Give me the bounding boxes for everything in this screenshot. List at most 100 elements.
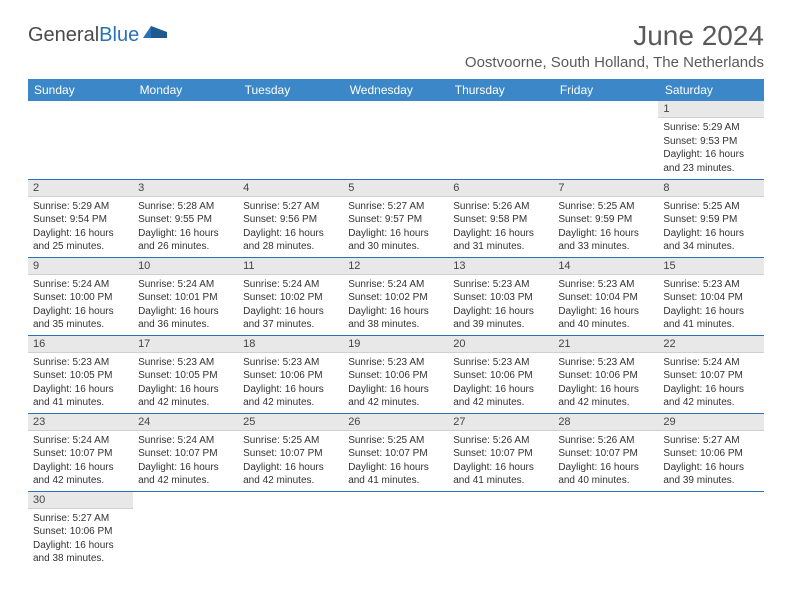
daylight-text-2: and 30 minutes.: [348, 240, 443, 254]
day-details: Sunrise: 5:23 AMSunset: 10:04 PMDaylight…: [658, 275, 763, 335]
daylight-text: Daylight: 16 hours: [33, 539, 128, 553]
daylight-text: Daylight: 16 hours: [663, 383, 758, 397]
daylight-text-2: and 41 minutes.: [33, 396, 128, 410]
sunrise-text: Sunrise: 5:27 AM: [33, 512, 128, 526]
calendar-cell: 14Sunrise: 5:23 AMSunset: 10:04 PMDaylig…: [553, 257, 658, 335]
daylight-text: Daylight: 16 hours: [558, 227, 653, 241]
sunset-text: Sunset: 10:05 PM: [33, 369, 128, 383]
day-details: Sunrise: 5:26 AMSunset: 10:07 PMDaylight…: [448, 431, 553, 491]
daylight-text-2: and 40 minutes.: [558, 474, 653, 488]
daylight-text: Daylight: 16 hours: [33, 227, 128, 241]
day-number: 14: [553, 258, 658, 275]
calendar-cell: 22Sunrise: 5:24 AMSunset: 10:07 PMDaylig…: [658, 335, 763, 413]
sunrise-text: Sunrise: 5:26 AM: [558, 434, 653, 448]
daylight-text-2: and 36 minutes.: [138, 318, 233, 332]
sunrise-text: Sunrise: 5:25 AM: [348, 434, 443, 448]
sunrise-text: Sunrise: 5:25 AM: [243, 434, 338, 448]
calendar-cell: 4Sunrise: 5:27 AMSunset: 9:56 PMDaylight…: [238, 179, 343, 257]
calendar-cell: 13Sunrise: 5:23 AMSunset: 10:03 PMDaylig…: [448, 257, 553, 335]
weekday-header: Monday: [133, 79, 238, 101]
sunrise-text: Sunrise: 5:26 AM: [453, 434, 548, 448]
daylight-text-2: and 41 minutes.: [348, 474, 443, 488]
calendar-cell: 23Sunrise: 5:24 AMSunset: 10:07 PMDaylig…: [28, 413, 133, 491]
weekday-header: Sunday: [28, 79, 133, 101]
daylight-text: Daylight: 16 hours: [243, 305, 338, 319]
sunset-text: Sunset: 9:58 PM: [453, 213, 548, 227]
sunrise-text: Sunrise: 5:23 AM: [663, 278, 758, 292]
daylight-text: Daylight: 16 hours: [348, 461, 443, 475]
weekday-header: Friday: [553, 79, 658, 101]
sunrise-text: Sunrise: 5:23 AM: [558, 278, 653, 292]
day-number: 29: [658, 414, 763, 431]
day-details: Sunrise: 5:25 AMSunset: 9:59 PMDaylight:…: [658, 197, 763, 257]
day-number: 22: [658, 336, 763, 353]
daylight-text-2: and 35 minutes.: [33, 318, 128, 332]
calendar-cell: 27Sunrise: 5:26 AMSunset: 10:07 PMDaylig…: [448, 413, 553, 491]
day-details: Sunrise: 5:25 AMSunset: 9:59 PMDaylight:…: [553, 197, 658, 257]
daylight-text: Daylight: 16 hours: [138, 305, 233, 319]
sunrise-text: Sunrise: 5:24 AM: [348, 278, 443, 292]
calendar-cell: [133, 101, 238, 179]
calendar-cell: 29Sunrise: 5:27 AMSunset: 10:06 PMDaylig…: [658, 413, 763, 491]
calendar-table: Sunday Monday Tuesday Wednesday Thursday…: [28, 79, 764, 569]
daylight-text: Daylight: 16 hours: [33, 383, 128, 397]
daylight-text-2: and 42 minutes.: [243, 474, 338, 488]
daylight-text: Daylight: 16 hours: [243, 383, 338, 397]
calendar-week-row: 9Sunrise: 5:24 AMSunset: 10:00 PMDayligh…: [28, 257, 764, 335]
calendar-week-row: 16Sunrise: 5:23 AMSunset: 10:05 PMDaylig…: [28, 335, 764, 413]
sunset-text: Sunset: 9:53 PM: [663, 135, 758, 149]
calendar-cell: 11Sunrise: 5:24 AMSunset: 10:02 PMDaylig…: [238, 257, 343, 335]
day-number: 24: [133, 414, 238, 431]
sunrise-text: Sunrise: 5:23 AM: [348, 356, 443, 370]
month-title: June 2024: [465, 20, 764, 52]
calendar-cell: [343, 491, 448, 569]
sunset-text: Sunset: 10:07 PM: [558, 447, 653, 461]
sunset-text: Sunset: 10:02 PM: [348, 291, 443, 305]
sunset-text: Sunset: 10:04 PM: [663, 291, 758, 305]
logo-text-general: General: [28, 24, 99, 47]
logo-text-blue: Blue: [99, 24, 139, 47]
sunrise-text: Sunrise: 5:26 AM: [453, 200, 548, 214]
calendar-cell: 28Sunrise: 5:26 AMSunset: 10:07 PMDaylig…: [553, 413, 658, 491]
sunrise-text: Sunrise: 5:25 AM: [663, 200, 758, 214]
sunrise-text: Sunrise: 5:27 AM: [243, 200, 338, 214]
sunrise-text: Sunrise: 5:23 AM: [453, 278, 548, 292]
day-details: Sunrise: 5:24 AMSunset: 10:07 PMDaylight…: [28, 431, 133, 491]
calendar-cell: 21Sunrise: 5:23 AMSunset: 10:06 PMDaylig…: [553, 335, 658, 413]
sunset-text: Sunset: 10:00 PM: [33, 291, 128, 305]
day-number: 9: [28, 258, 133, 275]
daylight-text: Daylight: 16 hours: [348, 383, 443, 397]
sunrise-text: Sunrise: 5:23 AM: [558, 356, 653, 370]
day-number: 28: [553, 414, 658, 431]
day-details: Sunrise: 5:23 AMSunset: 10:06 PMDaylight…: [553, 353, 658, 413]
weekday-header: Wednesday: [343, 79, 448, 101]
sunset-text: Sunset: 9:59 PM: [558, 213, 653, 227]
sunrise-text: Sunrise: 5:24 AM: [33, 278, 128, 292]
calendar-cell: [343, 101, 448, 179]
daylight-text-2: and 42 minutes.: [33, 474, 128, 488]
calendar-cell: 12Sunrise: 5:24 AMSunset: 10:02 PMDaylig…: [343, 257, 448, 335]
day-details: Sunrise: 5:23 AMSunset: 10:06 PMDaylight…: [343, 353, 448, 413]
calendar-week-row: 2Sunrise: 5:29 AMSunset: 9:54 PMDaylight…: [28, 179, 764, 257]
sunset-text: Sunset: 10:01 PM: [138, 291, 233, 305]
daylight-text: Daylight: 16 hours: [663, 148, 758, 162]
calendar-page: GeneralBlue June 2024 Oostvoorne, South …: [0, 0, 792, 589]
sunrise-text: Sunrise: 5:28 AM: [138, 200, 233, 214]
daylight-text: Daylight: 16 hours: [663, 227, 758, 241]
day-details: Sunrise: 5:25 AMSunset: 10:07 PMDaylight…: [238, 431, 343, 491]
calendar-cell: 16Sunrise: 5:23 AMSunset: 10:05 PMDaylig…: [28, 335, 133, 413]
daylight-text: Daylight: 16 hours: [453, 305, 548, 319]
day-details: Sunrise: 5:27 AMSunset: 9:57 PMDaylight:…: [343, 197, 448, 257]
daylight-text: Daylight: 16 hours: [663, 305, 758, 319]
day-number: 7: [553, 180, 658, 197]
day-details: Sunrise: 5:27 AMSunset: 9:56 PMDaylight:…: [238, 197, 343, 257]
daylight-text-2: and 38 minutes.: [33, 552, 128, 566]
sunset-text: Sunset: 10:07 PM: [663, 369, 758, 383]
calendar-week-row: 1Sunrise: 5:29 AMSunset: 9:53 PMDaylight…: [28, 101, 764, 179]
day-number: 27: [448, 414, 553, 431]
daylight-text: Daylight: 16 hours: [33, 461, 128, 475]
day-number: 25: [238, 414, 343, 431]
daylight-text-2: and 42 minutes.: [138, 396, 233, 410]
daylight-text: Daylight: 16 hours: [243, 461, 338, 475]
calendar-body: 1Sunrise: 5:29 AMSunset: 9:53 PMDaylight…: [28, 101, 764, 569]
